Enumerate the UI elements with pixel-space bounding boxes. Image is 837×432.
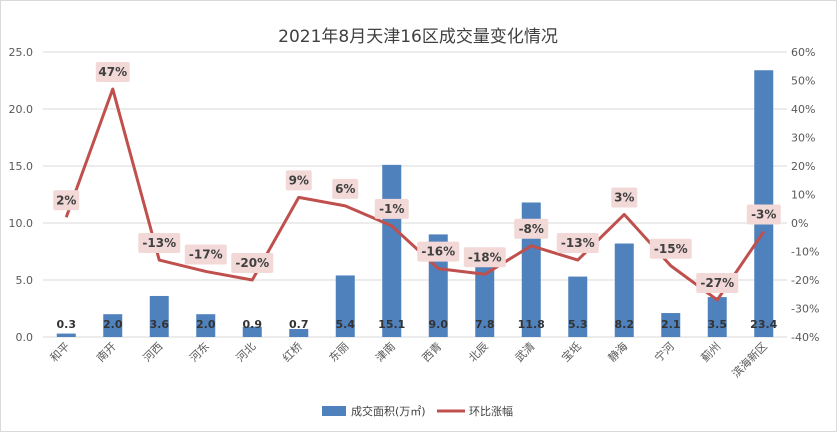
- bar: [335, 275, 355, 337]
- line-value-label: -27%: [700, 276, 734, 290]
- bar-value-label: 2.0: [103, 318, 123, 331]
- bar-value-label: 2.1: [661, 318, 681, 331]
- line-label-box: [649, 238, 692, 259]
- line-value-label: -17%: [189, 247, 223, 261]
- bar-value-label: 5.4: [336, 318, 356, 331]
- line-label-box: [514, 218, 549, 239]
- line-value-label: -16%: [421, 245, 455, 259]
- line-value-label: -13%: [142, 236, 176, 250]
- y-right-tick-label: 20%: [791, 160, 815, 173]
- bar: [149, 295, 169, 337]
- y-right-tick-label: -40%: [791, 331, 819, 344]
- bar: [661, 313, 681, 337]
- bar: [289, 329, 309, 337]
- bar-value-label: 23.4: [750, 318, 777, 331]
- bar-value-label: 0.3: [57, 318, 77, 331]
- line-value-label: -13%: [561, 236, 595, 250]
- y-right-tick-label: 60%: [791, 46, 815, 59]
- bar: [614, 243, 634, 337]
- y-right-tick-label: -30%: [791, 303, 819, 316]
- line-label-box: [231, 253, 274, 273]
- data-labels: 0.3 2.0 3.6 2.0 0.9 0.7 5.4 15.1 9.0 7.8 11.8 5.3 8.…: [53, 62, 781, 331]
- line-series: [64, 87, 765, 302]
- line-value-label: -18%: [468, 250, 502, 264]
- y-left-tick-label: 5.0: [16, 274, 34, 287]
- line-label-box: [138, 233, 181, 254]
- bar-value-label: 0.7: [289, 318, 309, 331]
- y-left-tick-label: 25.0: [9, 46, 34, 59]
- line-label-box: [332, 178, 359, 199]
- y-right-tick-label: 30%: [791, 132, 815, 145]
- y-left-tick-label: 0.0: [16, 331, 34, 344]
- line-value-label: 3%: [614, 190, 634, 204]
- line-label-box: [374, 198, 409, 219]
- legend-label-bars: 成交面积(万㎡): [351, 404, 426, 418]
- y-right-tick-label: 50%: [791, 75, 815, 88]
- bar-value-label: 9.0: [429, 318, 449, 331]
- y-right-tick-label: -20%: [791, 274, 819, 287]
- bar: [56, 333, 76, 337]
- bar-value-label: 2.0: [196, 318, 216, 331]
- y-left-tick-label: 20.0: [9, 103, 34, 116]
- line-value-label: -1%: [379, 202, 404, 216]
- legend-swatch-bars: [322, 406, 346, 416]
- y-right-tick-label: 0%: [791, 217, 808, 230]
- bar-value-label: 7.8: [475, 318, 495, 331]
- bar-value-label: 3.5: [708, 318, 728, 331]
- line-label-box: [556, 233, 599, 254]
- line-label-box: [285, 170, 312, 191]
- bar: [382, 164, 402, 337]
- bar: [196, 314, 216, 337]
- bar-series: [56, 70, 774, 338]
- bar-value-label: 11.8: [518, 318, 545, 331]
- line-label-box: [184, 244, 227, 265]
- line-value-label: -20%: [235, 256, 269, 270]
- bar-value-label: 8.2: [615, 318, 635, 331]
- line-value-label: 2%: [56, 193, 76, 207]
- line-label-box: [417, 241, 460, 262]
- line-label-box: [463, 247, 506, 268]
- chart-title: 2021年8月天津16区成交量变化情况: [278, 27, 558, 47]
- legend-label-line: 环比涨幅: [469, 405, 513, 418]
- line-label-box: [696, 272, 739, 293]
- line-value-label: 6%: [335, 182, 355, 196]
- bar-value-label: 0.9: [243, 318, 263, 331]
- bar: [754, 70, 774, 338]
- y-right-tick-label: 40%: [791, 103, 815, 116]
- line-value-label: 9%: [289, 173, 309, 187]
- line-label-box: [746, 204, 781, 225]
- line-label-box: [611, 187, 638, 208]
- line-path: [64, 87, 765, 302]
- line-value-label: -15%: [654, 242, 688, 256]
- bar: [568, 276, 588, 337]
- bar-value-label: 3.6: [150, 318, 170, 331]
- line-value-label: -8%: [519, 222, 544, 236]
- line-value-label: 47%: [98, 65, 127, 79]
- bar-value-label: 15.1: [378, 318, 405, 331]
- legend: 成交面积(万㎡) 环比涨幅: [322, 404, 513, 418]
- line-label-box: [95, 62, 130, 83]
- bar: [707, 297, 727, 337]
- y-left-tick-label: 15.0: [9, 160, 34, 173]
- bar: [103, 314, 123, 337]
- line-value-label: -3%: [751, 208, 776, 222]
- line-label-box: [53, 190, 80, 211]
- bar-value-label: 5.3: [568, 318, 588, 331]
- bar: [242, 326, 262, 337]
- y-left-tick-label: 10.0: [9, 217, 34, 230]
- y-right-tick-label: 10%: [791, 189, 815, 202]
- y-right-tick-label: -10%: [791, 246, 819, 259]
